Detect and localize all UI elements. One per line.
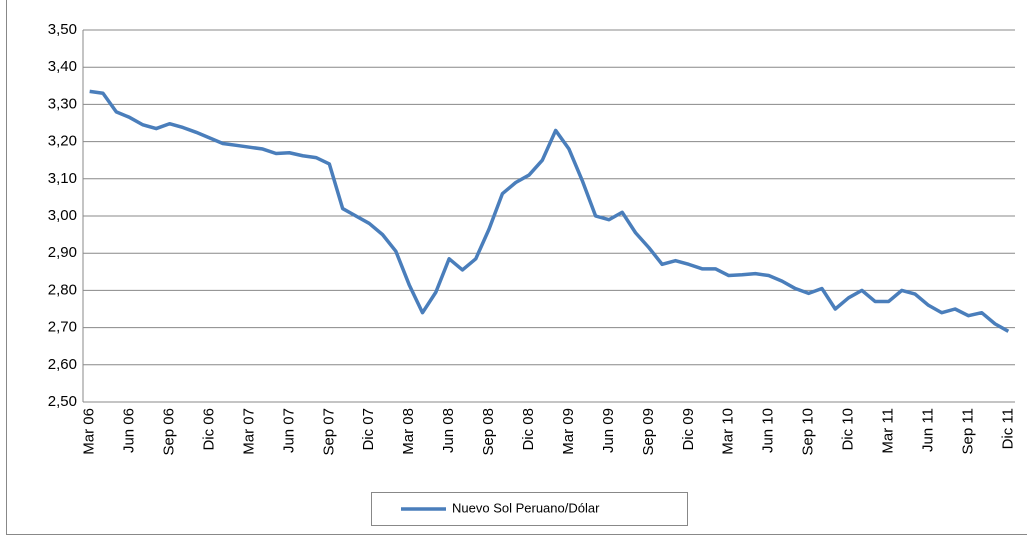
y-tick-label: 2,50 [48,393,77,410]
x-tick-label: Sep 10 [800,408,817,456]
x-tick-label: Dic 08 [520,408,537,451]
x-tick-label: Sep 08 [480,408,497,456]
x-tick-label: Dic 10 [840,408,857,451]
x-tick-label: Sep 06 [161,408,178,456]
x-tick-label: Mar 06 [81,408,98,455]
x-tick-label: Jun 08 [440,408,457,453]
x-tick-label: Mar 07 [240,408,257,455]
y-tick-label: 3,40 [48,58,77,75]
x-tick-label: Dic 07 [360,408,377,451]
x-tick-label: Mar 09 [560,408,577,455]
x-tick-label: Mar 10 [720,408,737,455]
legend-label: Nuevo Sol Peruano/Dólar [452,500,600,515]
x-tick-label: Jun 06 [121,408,138,453]
y-tick-label: 3,10 [48,170,77,187]
x-tick-label: Jun 11 [919,408,936,452]
x-tick-label: Jun 07 [280,408,297,453]
x-tick-label: Sep 07 [320,408,337,456]
x-tick-label: Jun 09 [600,408,617,453]
y-tick-label: 2,70 [48,319,77,336]
x-tick-label: Mar 11 [879,408,896,454]
x-tick-label: Dic 09 [680,408,697,451]
data-line [89,89,1010,333]
y-tick-label: 2,80 [48,281,77,298]
y-tick-label: 3,50 [48,21,77,38]
y-tick-label: 3,30 [48,95,77,112]
chart-frame [6,0,1027,535]
y-tick-label: 2,60 [48,356,77,373]
x-tick-label: Dic 06 [200,408,217,451]
y-tick-label: 2,90 [48,244,77,261]
y-tick-label: 3,00 [48,207,77,224]
x-tick-label: Jun 10 [760,408,777,453]
y-tick-label: 3,20 [48,133,77,150]
x-tick-label: Mar 08 [400,408,417,455]
x-tick-label: Sep 09 [640,408,657,456]
x-tick-label: Dic 11 [999,408,1016,449]
x-tick-label: Sep 11 [959,408,976,454]
